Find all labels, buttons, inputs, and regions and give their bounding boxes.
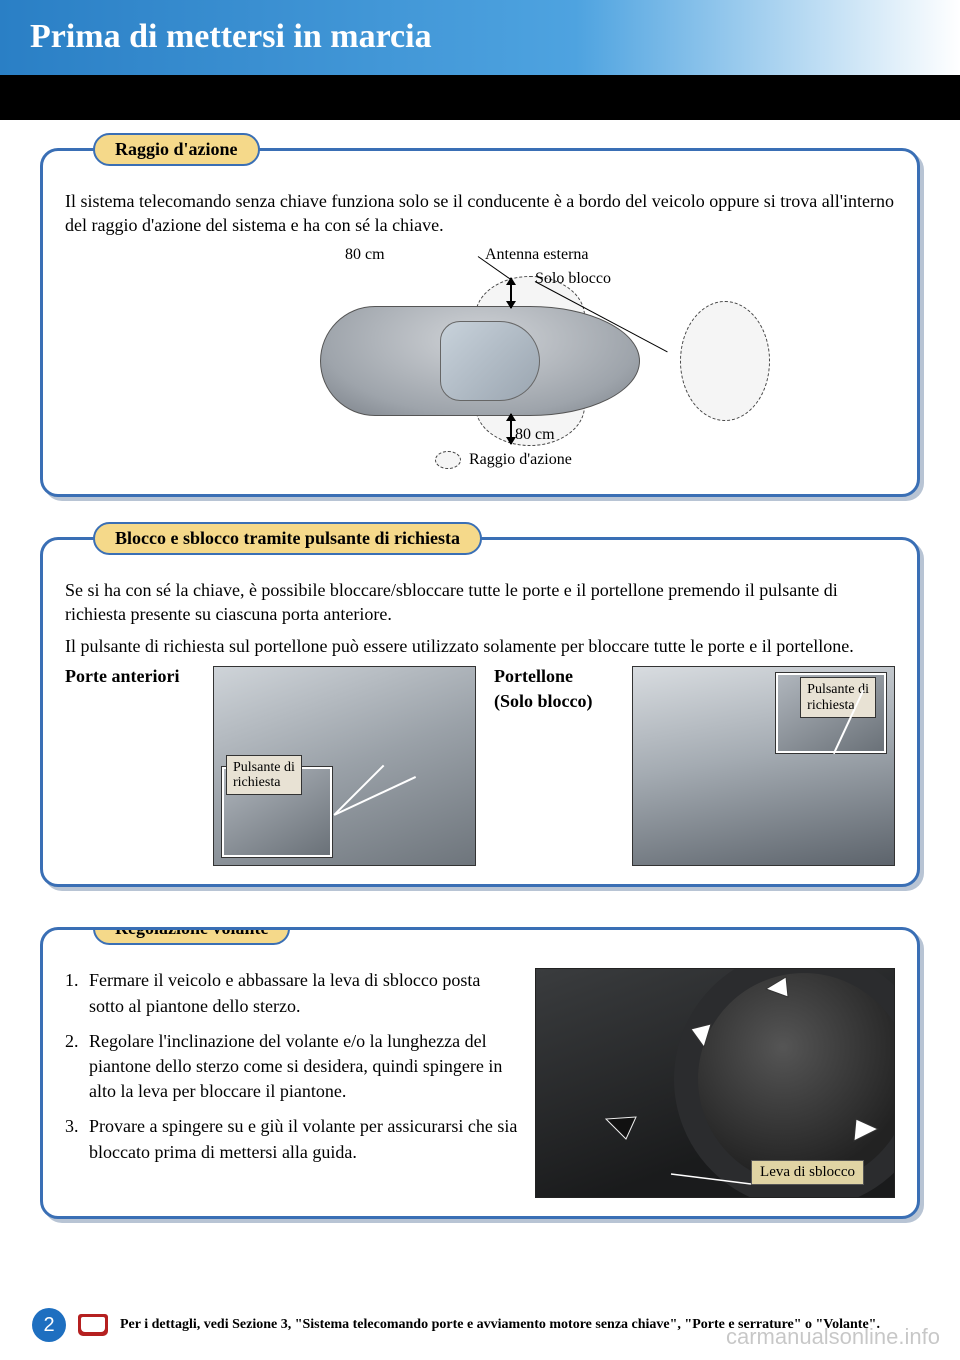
car-top-view — [300, 296, 660, 426]
liftgate-image-col: Pulsante di richiesta — [632, 666, 895, 866]
panel-lock: Blocco e sblocco tramite pulsante di ric… — [40, 537, 920, 888]
panel-steering: Regolazione volante Leva di sblocco Ferm… — [40, 927, 920, 1219]
liftgate-photo: Pulsante di richiesta — [632, 666, 895, 866]
watermark: carmanualsonline.info — [726, 1324, 940, 1350]
label-front-doors: Porte anteriori — [65, 666, 195, 687]
range-diagram: 80 cm Antenna esterna Solo blocco 80 cm … — [65, 246, 895, 476]
panel-range-text: Il sistema telecomando senza chiave funz… — [65, 189, 895, 238]
steering-photo: Leva di sblocco — [535, 968, 895, 1198]
right-label-col: Portellone (Solo blocco) — [494, 666, 614, 866]
panel-lock-text1: Se si ha con sé la chiave, è possibile b… — [65, 578, 895, 627]
front-door-image-col: Pulsante di richiesta — [213, 666, 476, 866]
label-lock-only: Solo blocco — [535, 270, 611, 288]
car-windshield — [440, 321, 540, 401]
panel-steering-tab: Regolazione volante — [93, 927, 290, 945]
page-title: Prima di mettersi in marcia — [30, 18, 432, 55]
front-lead-2 — [333, 765, 384, 816]
steering-arrows — [536, 969, 894, 1197]
left-label-col: Porte anteriori — [65, 666, 195, 866]
book-icon — [78, 1314, 108, 1336]
label-liftgate-2: (Solo blocco) — [494, 691, 614, 712]
label-80cm-bot: 80 cm — [515, 426, 555, 444]
label-antenna: Antenna esterna — [485, 246, 589, 264]
panel-steering-body: Regolazione volante Leva di sblocco Ferm… — [40, 927, 920, 1219]
arrow-bottom — [510, 414, 512, 444]
panel-lock-tab: Blocco e sblocco tramite pulsante di ric… — [93, 522, 482, 555]
page-header: Prima di mettersi in marcia — [0, 0, 960, 75]
legend-text: Raggio d'azione — [469, 451, 572, 468]
label-80cm-top: 80 cm — [345, 246, 385, 264]
label-liftgate-1: Portellone — [494, 666, 614, 687]
lock-image-row: Porte anteriori Pulsante di richiesta Po… — [65, 666, 895, 866]
panel-lock-body: Blocco e sblocco tramite pulsante di ric… — [40, 537, 920, 888]
legend-row: Raggio d'azione — [435, 451, 572, 469]
content-area: Raggio d'azione Il sistema telecomando s… — [0, 148, 960, 1219]
range-bubble-rear — [680, 301, 770, 421]
callout-rear: Pulsante di richiesta — [800, 677, 876, 718]
front-lead-1 — [334, 776, 416, 815]
panel-lock-text2: Il pulsante di richiesta sul portellone … — [65, 634, 895, 658]
legend-swatch-icon — [435, 451, 461, 469]
panel-range: Raggio d'azione Il sistema telecomando s… — [40, 148, 920, 497]
page-number-badge: 2 — [32, 1308, 66, 1342]
front-door-photo: Pulsante di richiesta — [213, 666, 476, 866]
page-number: 2 — [43, 1314, 54, 1337]
panel-range-body: Raggio d'azione Il sistema telecomando s… — [40, 148, 920, 497]
callout-front: Pulsante di richiesta — [226, 755, 302, 796]
arrow-top — [510, 278, 512, 308]
panel-range-tab: Raggio d'azione — [93, 133, 260, 166]
black-band — [0, 75, 960, 120]
